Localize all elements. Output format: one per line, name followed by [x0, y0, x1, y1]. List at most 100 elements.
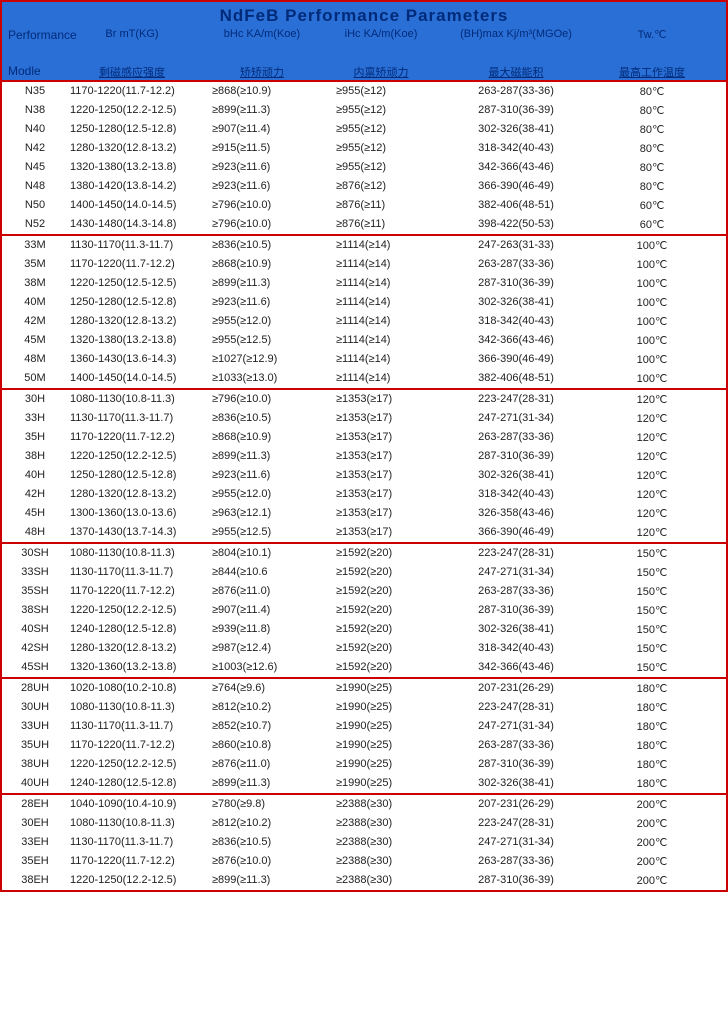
cell: ≥939(≥11.8) [202, 623, 322, 636]
cell: 80℃ [592, 180, 712, 193]
cell: 80℃ [592, 123, 712, 136]
cell: N52 [8, 218, 62, 231]
cell: 1220-1250(12.2-12.5) [62, 758, 202, 771]
cell: 287-310(36-39) [440, 758, 592, 771]
cell: 1370-1430(13.7-14.3) [62, 526, 202, 539]
cell: ≥1353(≥17) [322, 469, 440, 482]
cell: 1280-1320(12.8-13.2) [62, 642, 202, 655]
cell: 150℃ [592, 585, 712, 598]
table-row: 40SH1240-1280(12.5-12.8)≥939(≥11.8)≥1592… [2, 620, 726, 639]
cell: ≥2388(≥30) [322, 855, 440, 868]
cell: 287-310(36-39) [440, 874, 592, 887]
cell: 38EH [8, 874, 62, 887]
cell: 150℃ [592, 566, 712, 579]
table-body: N351170-1220(11.7-12.2)≥868(≥10.9)≥955(≥… [2, 82, 726, 890]
cell: ≥899(≥11.3) [202, 104, 322, 117]
cell: ≥796(≥10.0) [202, 199, 322, 212]
cell: 223-247(28-31) [440, 547, 592, 560]
cell: ≥955(≥12) [322, 104, 440, 117]
cell: ≥1990(≥25) [322, 777, 440, 790]
cell: ≥780(≥9.8) [202, 798, 322, 811]
cell: 30H [8, 393, 62, 406]
cell: 38UH [8, 758, 62, 771]
cell: ≥915(≥11.5) [202, 142, 322, 155]
cell: 200℃ [592, 798, 712, 811]
cell: ≥1990(≥25) [322, 720, 440, 733]
cell: 1170-1220(11.7-12.2) [62, 855, 202, 868]
cell: 100℃ [592, 239, 712, 252]
cell: 100℃ [592, 353, 712, 366]
cell: 223-247(28-31) [440, 393, 592, 406]
cell: 40SH [8, 623, 62, 636]
table-row: 48H1370-1430(13.7-14.3)≥955(≥12.5)≥1353(… [2, 523, 726, 542]
col-sub-br: 剩磁感应强度 [62, 64, 202, 80]
cell: 263-287(33-36) [440, 431, 592, 444]
cell: 33M [8, 239, 62, 252]
col-sub-bhmax: 最大磁能积 [440, 64, 592, 80]
cell: 366-390(46-49) [440, 180, 592, 193]
cell: 287-310(36-39) [440, 277, 592, 290]
cell: 42M [8, 315, 62, 328]
cell: 40UH [8, 777, 62, 790]
cell: ≥1353(≥17) [322, 431, 440, 444]
cell: ≥1353(≥17) [322, 412, 440, 425]
cell: ≥868(≥10.9) [202, 258, 322, 271]
cell: ≥852(≥10.7) [202, 720, 322, 733]
cell: 60℃ [592, 218, 712, 231]
cell: 1220-1250(12.2-12.5) [62, 604, 202, 617]
cell: ≥1114(≥14) [322, 239, 440, 252]
cell: ≥844(≥10.6 [202, 566, 322, 579]
table-title: NdFeB Performance Parameters [8, 6, 720, 26]
cell: 45M [8, 334, 62, 347]
cell: ≥764(≥9.6) [202, 682, 322, 695]
cell: ≥1353(≥17) [322, 488, 440, 501]
table-row: N451320-1380(13.2-13.8)≥923(≥11.6)≥955(≥… [2, 158, 726, 177]
cell: ≥1114(≥14) [322, 353, 440, 366]
cell: 120℃ [592, 469, 712, 482]
cell: 1250-1280(12.5-12.8) [62, 123, 202, 136]
cell: 398-422(50-53) [440, 218, 592, 231]
cell: 247-271(31-34) [440, 720, 592, 733]
cell: 318-342(40-43) [440, 488, 592, 501]
cell: 263-287(33-36) [440, 739, 592, 752]
cell: 100℃ [592, 296, 712, 309]
cell: 302-326(38-41) [440, 623, 592, 636]
cell: 287-310(36-39) [440, 104, 592, 117]
cell: 1130-1170(11.3-11.7) [62, 566, 202, 579]
cell: 1220-1250(12.2-12.5) [62, 104, 202, 117]
cell: 33UH [8, 720, 62, 733]
cell: 150℃ [592, 604, 712, 617]
cell: 150℃ [592, 623, 712, 636]
table-row: 38UH1220-1250(12.2-12.5)≥876(≥11.0)≥1990… [2, 755, 726, 774]
col-sub-ihc: 内禀矫顽力 [322, 64, 440, 80]
cell: 100℃ [592, 315, 712, 328]
cell: 342-366(43-46) [440, 661, 592, 674]
cell: ≥836(≥10.5) [202, 239, 322, 252]
cell: ≥1592(≥20) [322, 585, 440, 598]
col-header-br: Br mT(KG) [62, 28, 202, 42]
cell: 180℃ [592, 720, 712, 733]
cell: 287-310(36-39) [440, 450, 592, 463]
cell: 100℃ [592, 334, 712, 347]
cell: ≥899(≥11.3) [202, 277, 322, 290]
cell: 180℃ [592, 701, 712, 714]
table-row: 33UH1130-1170(11.3-11.7)≥852(≥10.7)≥1990… [2, 717, 726, 736]
cell: 318-342(40-43) [440, 642, 592, 655]
cell: 1320-1380(13.2-13.8) [62, 161, 202, 174]
col-sub-bhc: 矫矫顽力 [202, 64, 322, 80]
col-header-tw: Tw.℃ [592, 28, 712, 42]
cell: ≥1033(≥13.0) [202, 372, 322, 385]
cell: 33EH [8, 836, 62, 849]
cell: ≥876(≥11) [322, 218, 440, 231]
table-group: 28UH1020-1080(10.2-10.8)≥764(≥9.6)≥1990(… [2, 679, 726, 795]
table-group: 30H1080-1130(10.8-11.3)≥796(≥10.0)≥1353(… [2, 390, 726, 544]
table-row: 35M1170-1220(11.7-12.2)≥868(≥10.9)≥1114(… [2, 255, 726, 274]
table-row: 33EH1130-1170(11.3-11.7)≥836(≥10.5)≥2388… [2, 833, 726, 852]
table-row: 35SH1170-1220(11.7-12.2)≥876(≥11.0)≥1592… [2, 582, 726, 601]
cell: 1320-1360(13.2-13.8) [62, 661, 202, 674]
cell: ≥812(≥10.2) [202, 817, 322, 830]
cell: ≥923(≥11.6) [202, 296, 322, 309]
cell: 1220-1250(12.2-12.5) [62, 874, 202, 887]
cell: 1250-1280(12.5-12.8) [62, 469, 202, 482]
cell: ≥923(≥11.6) [202, 180, 322, 193]
